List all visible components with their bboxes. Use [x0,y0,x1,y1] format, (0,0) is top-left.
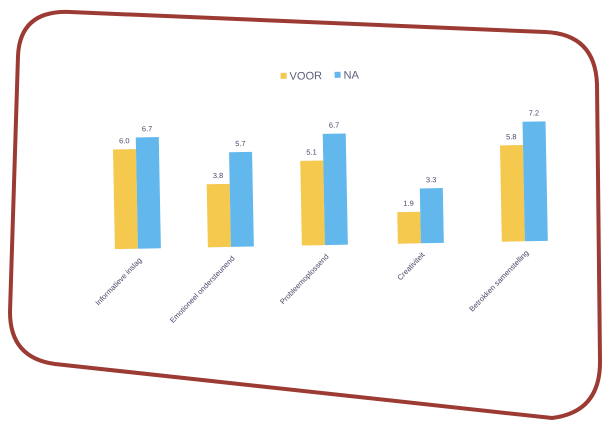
bar-voor-1 [206,183,231,248]
bar-voor-3 [397,211,421,244]
legend-swatch-voor [280,72,287,79]
value-label-na-2: 6.7 [329,121,340,130]
bar-na-4 [522,121,548,242]
value-label-na-3: 3.3 [426,175,437,184]
value-label-voor-4: 5.8 [506,132,517,141]
bar-voor-4 [499,145,525,242]
bar-na-3 [419,188,444,244]
value-label-na-1: 5.7 [235,139,246,148]
bars-layer [112,121,548,250]
value-label-na-0: 6.7 [142,124,153,133]
legend-label-voor: VOOR [290,70,323,83]
legend: VOOR NA [280,69,360,83]
value-label-voor-2: 5.1 [306,148,317,157]
bar-na-0 [135,137,161,249]
value-label-voor-3: 1.9 [403,199,414,208]
bar-voor-2 [300,160,325,246]
legend-swatch-na [334,71,341,78]
value-label-na-4: 7.2 [529,108,540,117]
value-label-voor-0: 6.0 [119,136,130,145]
value-labels-layer: 6.0 6.7 3.8 5.7 5.1 6.7 1.9 3.3 5.8 7.2 [119,108,540,208]
bar-na-1 [229,151,254,247]
legend-label-na: NA [344,69,360,81]
value-label-voor-1: 3.8 [213,171,224,180]
bar-na-2 [322,133,348,246]
bar-voor-0 [112,149,138,250]
